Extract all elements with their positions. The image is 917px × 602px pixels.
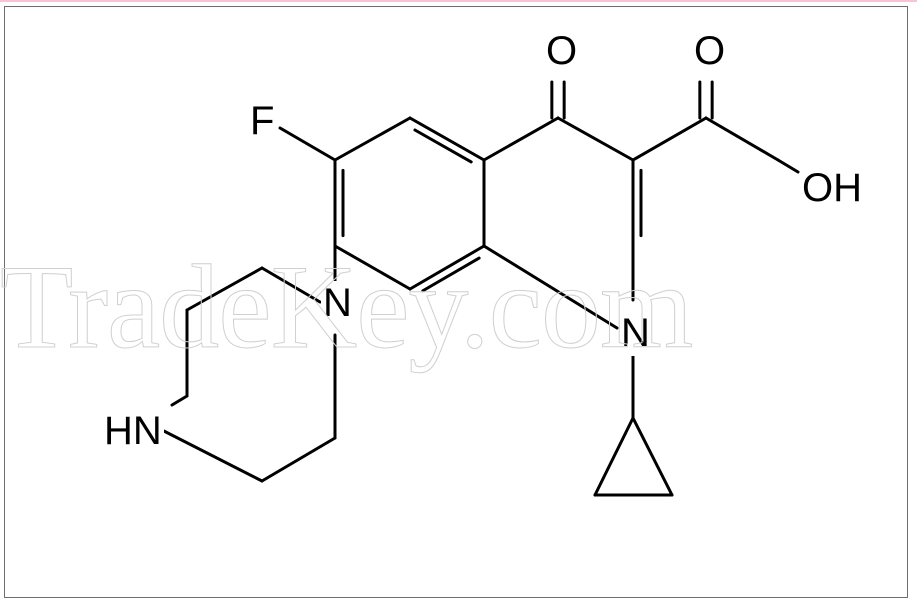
atom-OH: OH [800, 166, 864, 211]
molecule-bonds [0, 0, 917, 602]
atom-N2: N [619, 311, 652, 356]
atom-HN: HN [102, 409, 164, 454]
atom-F: F [248, 99, 276, 144]
atom-N1: N [321, 281, 354, 326]
atom-O1: O [544, 29, 579, 74]
atom-O2: O [692, 29, 727, 74]
diagram-canvas: FOOOHNNHN TradeKey.com [0, 0, 917, 602]
